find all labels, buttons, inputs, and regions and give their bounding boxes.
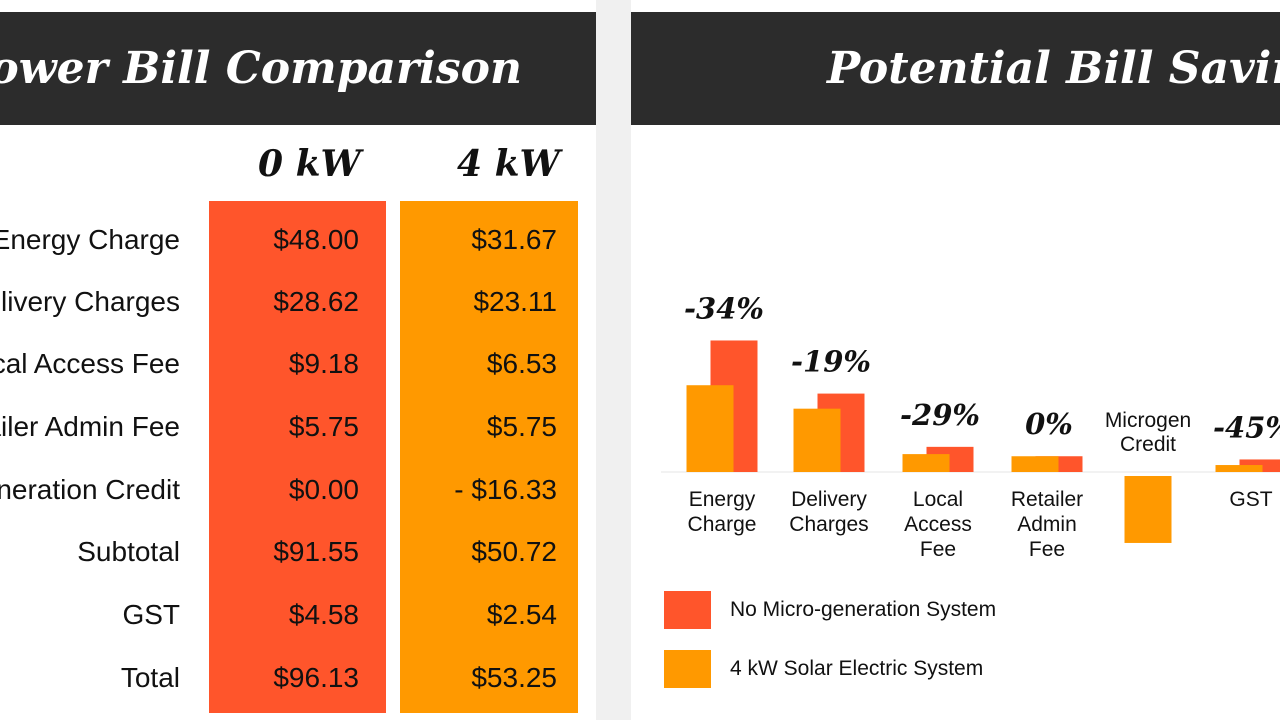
row-label-text: Total — [120, 662, 180, 693]
category-label: Access — [904, 513, 972, 536]
row-label: Subtotal — [0, 532, 180, 572]
percent-change-label: 0% — [1025, 407, 1073, 441]
category-label: Local — [913, 488, 963, 511]
bar-solar — [902, 454, 950, 472]
bar-solar-negative — [1124, 476, 1172, 543]
legend-swatch-no-system — [664, 591, 711, 629]
category-label: Admin — [1017, 513, 1077, 536]
percent-change-label: -19% — [791, 345, 871, 379]
row-label-text: Microgeneration Credit — [0, 474, 180, 505]
column-header-0kw: 0 kW — [258, 143, 361, 185]
category-label: Fee — [920, 538, 956, 561]
row-label: Delivery Charges — [0, 282, 180, 322]
row-label-text: Retailer Admin Fee — [0, 411, 180, 442]
legend-label-no-system: No Micro-generation System — [730, 598, 997, 621]
value-4kw: $6.53 — [486, 348, 557, 379]
percent-change-label: -45% — [1213, 410, 1280, 444]
row-label-text: Subtotal — [77, 536, 180, 567]
bar-solar — [686, 385, 734, 472]
category-label: Charges — [789, 513, 868, 536]
row-label-text: GST — [122, 599, 180, 630]
bar-solar — [793, 408, 841, 472]
savings-header: Potential Bill Savings — [631, 12, 1280, 125]
category-label: Charge — [688, 513, 757, 536]
value-0kw: $5.75 — [288, 411, 359, 442]
category-label: Delivery — [791, 488, 867, 511]
value-0kw: $48.00 — [273, 224, 359, 255]
value-4kw: $23.11 — [473, 286, 557, 317]
category-label: Fee — [1029, 538, 1065, 561]
value-4kw: $5.75 — [486, 411, 557, 442]
value-0kw: $4.58 — [288, 599, 359, 630]
row-label: Microgeneration Credit — [0, 470, 180, 510]
row-label: Total — [0, 658, 180, 698]
row-label: GST — [0, 595, 180, 635]
row-label: Local Access Fee — [0, 344, 180, 384]
value-4kw: $2.54 — [486, 599, 557, 630]
row-label-text: Local Access Fee — [0, 348, 180, 379]
value-0kw: $0.00 — [288, 474, 359, 505]
value-0kw: $28.62 — [273, 286, 359, 317]
category-label: GST — [1229, 488, 1272, 511]
row-label-text: Delivery Charges — [0, 286, 180, 317]
row-label-text: Energy Charge — [0, 224, 180, 255]
value-0kw: $91.55 — [273, 536, 359, 567]
bar-solar — [1215, 465, 1263, 472]
percent-change-label: -29% — [900, 398, 980, 432]
value-4kw: - $16.33 — [454, 474, 557, 505]
value-4kw: $31.67 — [471, 224, 557, 255]
row-label: Energy Charge — [0, 220, 180, 260]
category-label: Energy — [689, 488, 756, 511]
bar-solar — [1011, 456, 1059, 472]
category-label: Retailer — [1011, 488, 1083, 511]
value-4kw: $53.25 — [471, 662, 557, 693]
savings-title: Potential Bill Savings — [827, 43, 1280, 94]
percent-change-label: -34% — [684, 291, 764, 325]
column-header-4kw: 4 kW — [457, 143, 560, 185]
solar-column — [400, 201, 578, 713]
comparison-header: ple Power Bill Comparison — [0, 12, 596, 125]
value-0kw: $96.13 — [273, 662, 359, 693]
category-label: Microgen — [1105, 409, 1191, 432]
legend-swatch-solar — [664, 650, 711, 688]
value-4kw: $50.72 — [471, 536, 557, 567]
comparison-title: ple Power Bill Comparison — [0, 43, 522, 94]
no-system-column — [209, 201, 386, 713]
category-label: Credit — [1120, 433, 1176, 456]
row-label: Retailer Admin Fee — [0, 407, 180, 447]
value-0kw: $9.18 — [288, 348, 359, 379]
legend-label-solar: 4 kW Solar Electric System — [730, 657, 984, 680]
